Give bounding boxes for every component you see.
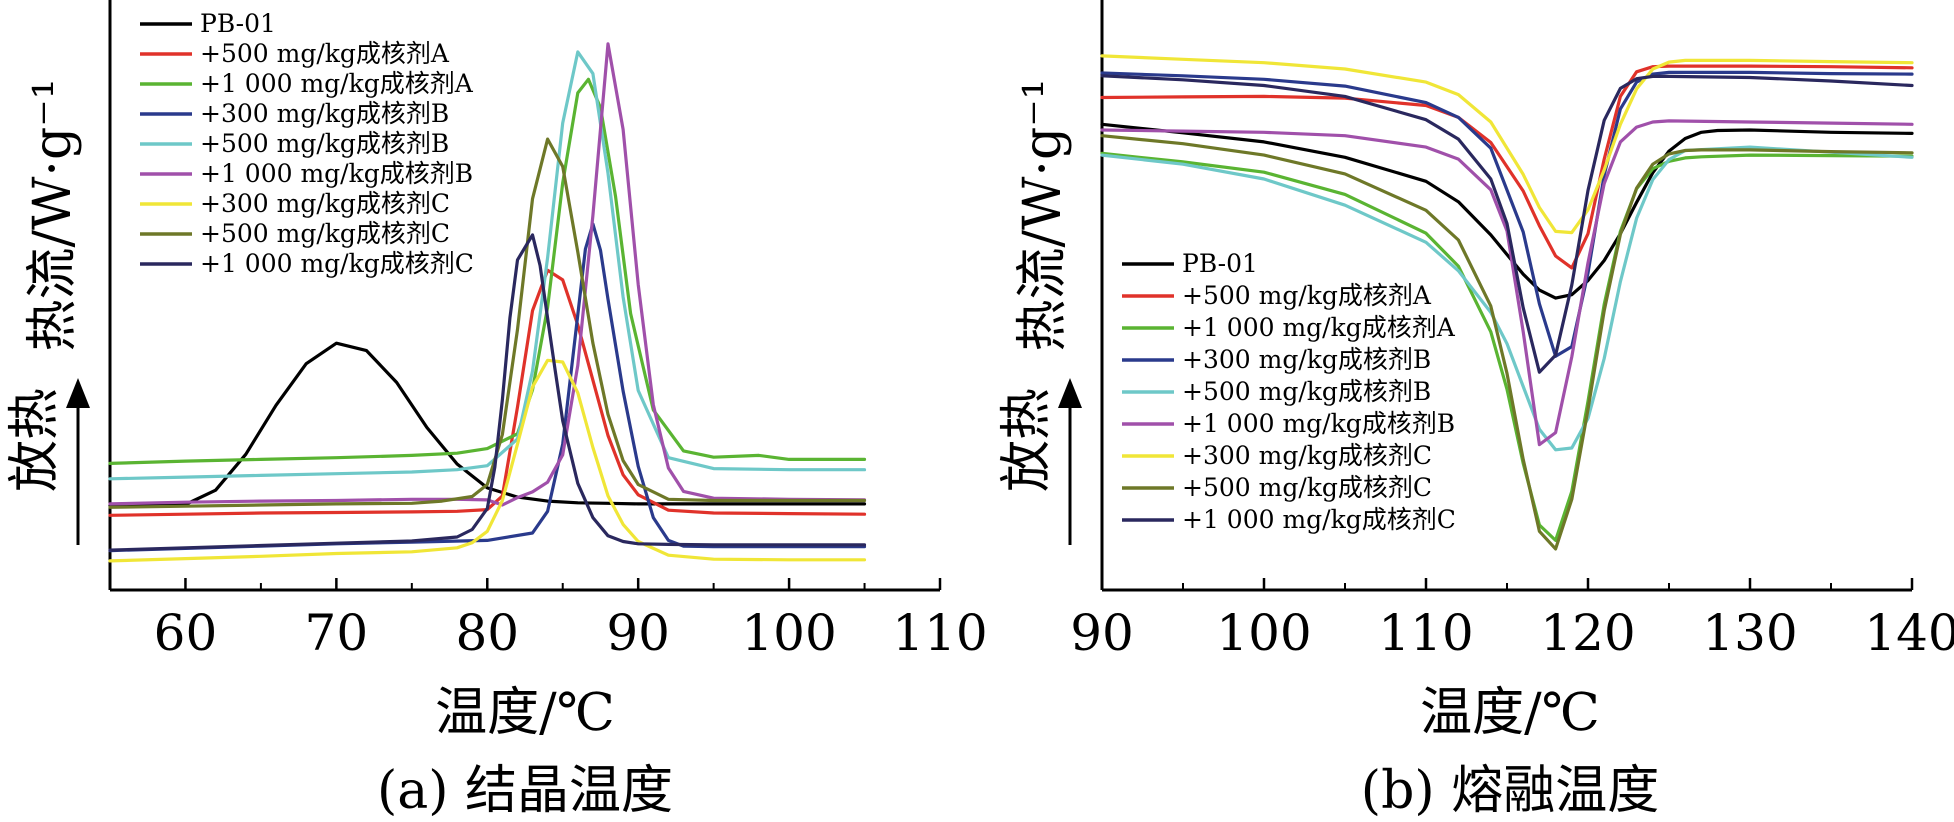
series-line (1100, 70, 1914, 358)
panel-caption: (a) 结晶温度 (377, 761, 673, 821)
legend-label: +1 000 mg/kg成核剂C (200, 249, 474, 278)
x-tick-label: 120 (1540, 604, 1635, 662)
exotherm-arrow-head (66, 378, 90, 408)
legend-label: +500 mg/kg成核剂B (1182, 377, 1431, 406)
y-axis-label: 热流/W·g⁻¹ (1013, 78, 1073, 351)
chart-panel-b: 90 100 110 120 130 140 PB-01 +500 mg/kg成核剂A +1 0… (997, 0, 1954, 821)
legend-label: +500 mg/kg成核剂A (200, 39, 450, 68)
legend-label: +300 mg/kg成核剂B (200, 99, 449, 128)
series-line (1100, 54, 1914, 235)
series-line (108, 358, 867, 563)
legend-label: +300 mg/kg成核剂C (1182, 441, 1432, 470)
series-line (1100, 74, 1914, 374)
legend-label: +1 000 mg/kg成核剂C (1182, 505, 1456, 534)
series-line (108, 42, 867, 507)
legend-label: +300 mg/kg成核剂B (1182, 345, 1431, 374)
series-line (1100, 134, 1914, 551)
series-line (1100, 119, 1914, 447)
x-tick-label: 140 (1864, 604, 1954, 662)
x-tick-label: 90 (1070, 604, 1134, 662)
y-axis-label: 热流/W·g⁻¹ (23, 78, 83, 351)
x-axis-label: 温度/℃ (1420, 683, 1600, 743)
exotherm-label: 放热 (997, 388, 1057, 492)
x-tick-label: 100 (741, 604, 836, 662)
x-tick-label: 130 (1702, 604, 1797, 662)
series-line (108, 233, 867, 552)
x-tick-label: 100 (1216, 604, 1311, 662)
legend-label: +500 mg/kg成核剂C (1182, 473, 1432, 502)
x-tick-label: 110 (892, 604, 987, 662)
legend-label: +500 mg/kg成核剂B (200, 129, 449, 158)
exotherm-arrow-head (1058, 378, 1082, 408)
legend-label: +1 000 mg/kg成核剂B (1182, 409, 1455, 438)
series-line (108, 268, 867, 517)
legend-label: +1 000 mg/kg成核剂B (200, 159, 473, 188)
legend-label: PB-01 (1182, 249, 1258, 278)
series-line (108, 341, 867, 508)
legend-label: +1 000 mg/kg成核剂A (1182, 313, 1456, 342)
series-line (108, 137, 867, 509)
x-tick-label: 70 (305, 604, 369, 662)
x-axis-label: 温度/℃ (435, 683, 615, 743)
series-line (1100, 145, 1914, 452)
exotherm-label: 放热 (5, 388, 65, 492)
legend-label: +500 mg/kg成核剂A (1182, 281, 1432, 310)
legend-label: +1 000 mg/kg成核剂A (200, 69, 474, 98)
x-tick-label: 80 (455, 604, 519, 662)
x-tick-label: 90 (606, 604, 670, 662)
series-line (108, 77, 867, 465)
legend-label: PB-01 (200, 9, 276, 38)
series-line (1100, 122, 1914, 300)
panel-caption: (b) 熔融温度 (1361, 761, 1659, 821)
x-tick-label: 110 (1378, 604, 1473, 662)
legend-label: +300 mg/kg成核剂C (200, 189, 450, 218)
x-tick-label: 60 (154, 604, 218, 662)
legend-label: +500 mg/kg成核剂C (200, 219, 450, 248)
